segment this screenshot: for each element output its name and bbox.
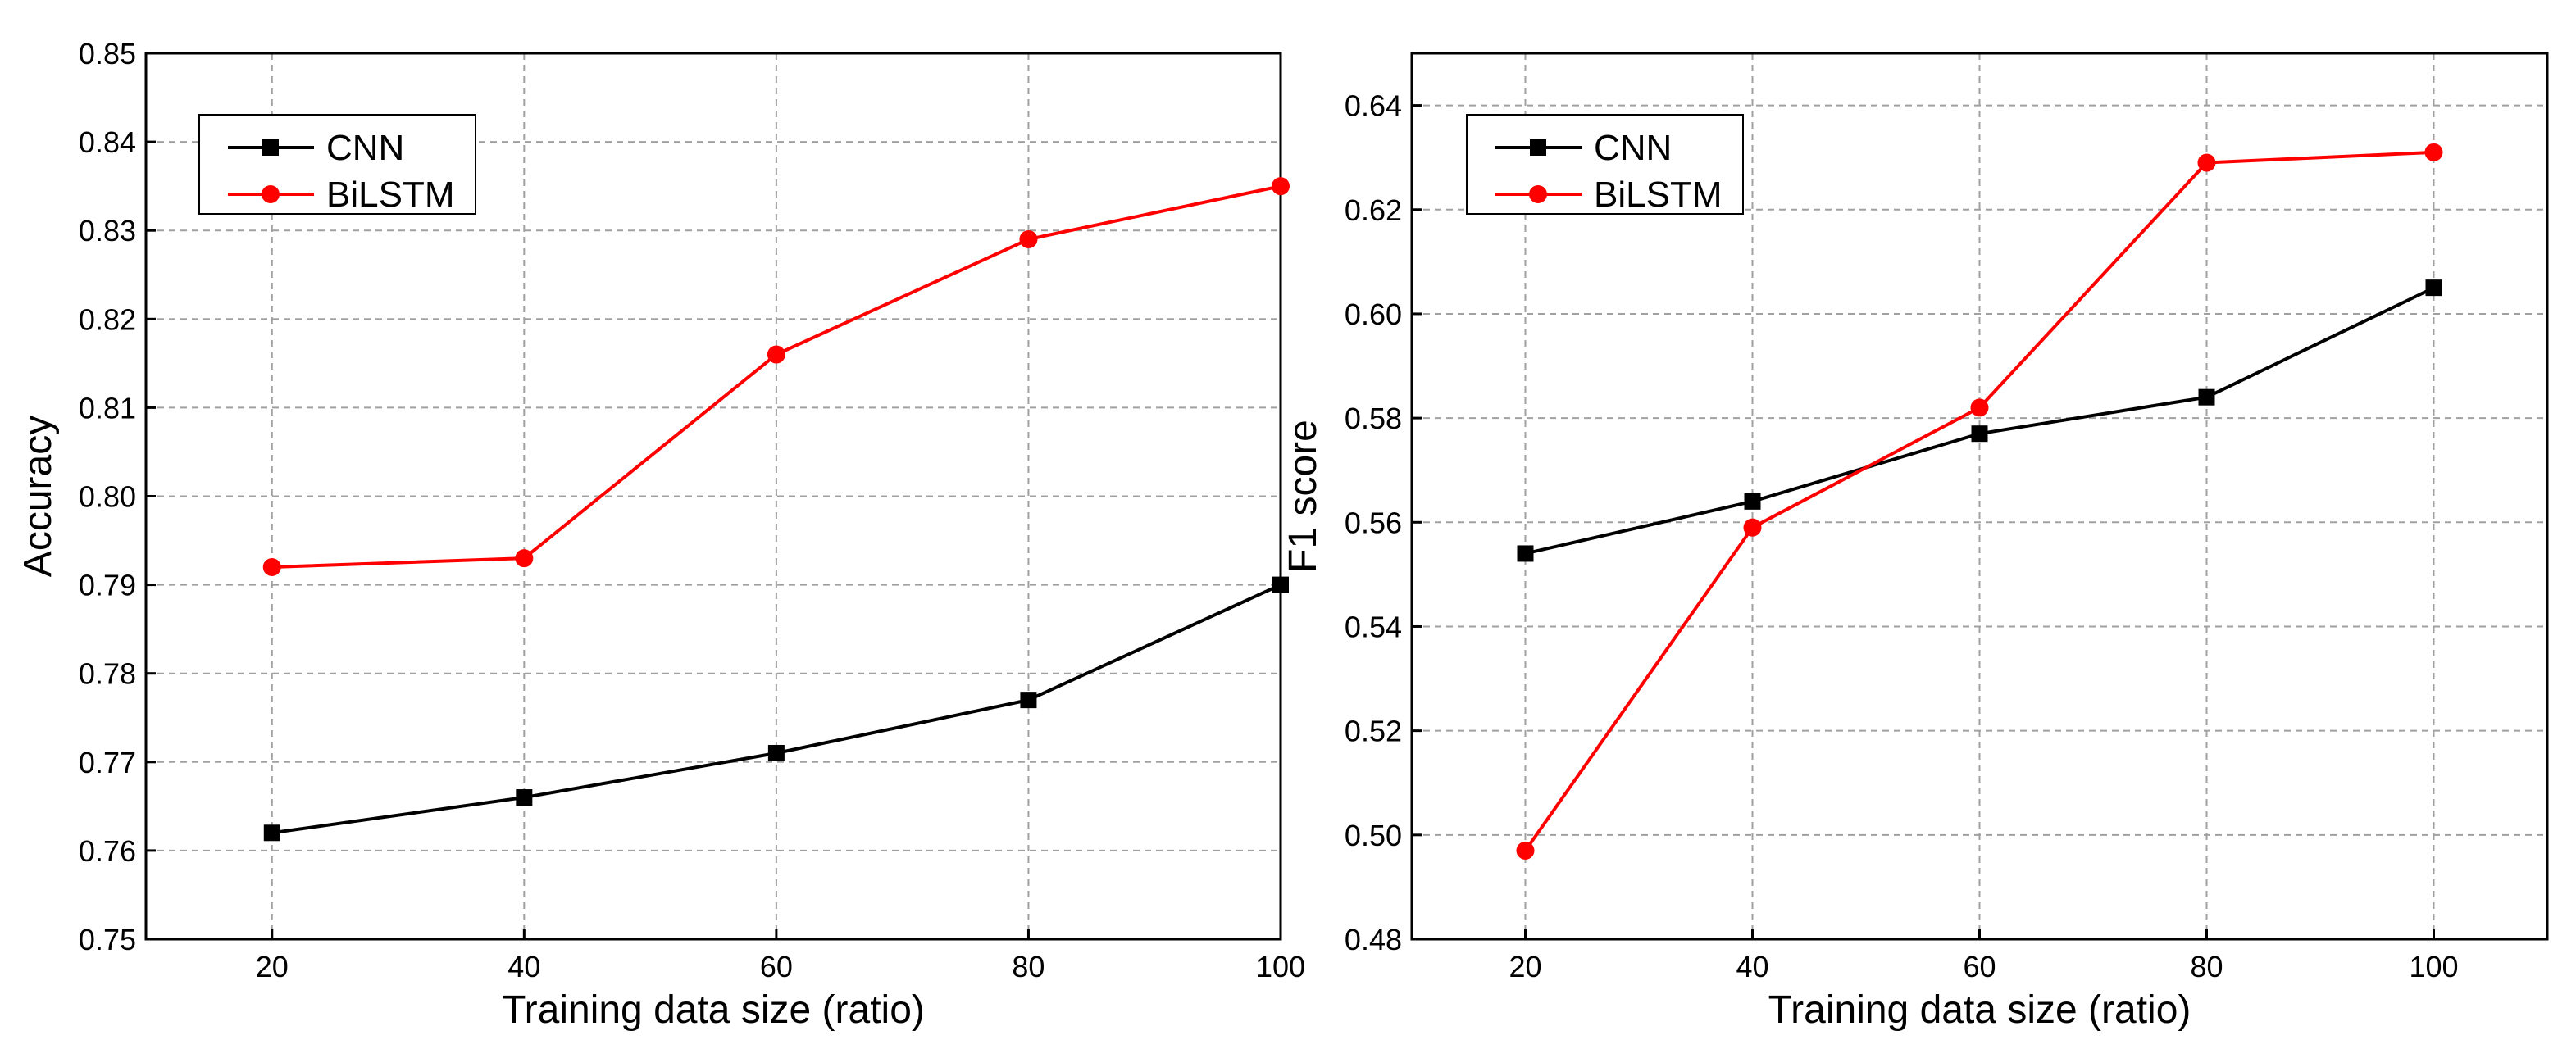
y-tick-label: 0.48 (1345, 923, 1402, 956)
series-bilstm (1516, 143, 2443, 860)
data-point-bilstm (515, 549, 534, 568)
y-tick-label: 0.56 (1345, 506, 1402, 539)
y-tick-label: 0.85 (79, 37, 136, 70)
data-point-bilstm (1516, 841, 1535, 860)
y-tick-label: 0.76 (79, 834, 136, 868)
series-bilstm (262, 177, 1290, 576)
data-point-cnn (1020, 692, 1037, 709)
legend-marker-bilstm (262, 185, 280, 203)
data-point-cnn (1272, 576, 1289, 593)
y-tick-label: 0.83 (79, 214, 136, 247)
series-cnn (263, 576, 1289, 842)
x-axis-label: Training data size (ratio) (1768, 988, 2191, 1032)
chart-f1-score: 0.48 0.50 0.52 0.54 0.56 0.58 0.60 0.62 0.64 20 40… (1281, 52, 2549, 1032)
legend-label-cnn: CNN (326, 128, 404, 168)
y-tick-label: 0.77 (79, 746, 136, 779)
y-tick-label: 0.58 (1345, 402, 1402, 435)
x-tick-label: 40 (507, 950, 540, 983)
x-tick-label: 80 (2190, 950, 2223, 983)
data-point-cnn (263, 824, 280, 842)
x-tick-label: 20 (256, 950, 289, 983)
chart-accuracy: 0.75 0.76 0.77 0.78 0.79 0.80 0.81 0.82 0.83 0.84… (16, 37, 1305, 1032)
y-axis-label: F1 score (1281, 420, 1325, 573)
y-tick-label: 0.81 (79, 391, 136, 425)
data-point-bilstm (2197, 153, 2216, 172)
data-point-cnn (1971, 425, 1988, 443)
data-point-cnn (2198, 388, 2215, 406)
legend-box (198, 114, 476, 215)
data-point-cnn (2425, 279, 2442, 297)
gridlines (1412, 53, 2547, 939)
y-tick-label: 0.82 (79, 302, 136, 336)
x-tick-label: 80 (1012, 950, 1045, 983)
legend: CNN BiLSTM (198, 114, 476, 215)
data-point-bilstm (1019, 230, 1038, 249)
y-axis-label: Accuracy (16, 416, 60, 577)
y-tick-label: 0.60 (1345, 297, 1402, 331)
y-tick-label: 0.64 (1345, 89, 1402, 123)
y-tick-label: 0.84 (79, 125, 136, 159)
data-point-bilstm (1272, 177, 1290, 196)
data-point-bilstm (1970, 398, 1989, 417)
y-tick-label: 0.75 (79, 923, 136, 956)
x-tick-label: 100 (1256, 950, 1305, 983)
legend-box (1466, 114, 1744, 215)
data-point-bilstm (2424, 143, 2443, 161)
series-cnn (1517, 279, 2442, 562)
x-tick-label: 60 (1963, 950, 1996, 983)
x-axis-label: Training data size (ratio) (502, 988, 925, 1032)
data-point-cnn (1517, 545, 1534, 562)
legend-marker-cnn (262, 139, 279, 156)
legend-label-bilstm: BiLSTM (326, 175, 454, 215)
data-point-bilstm (262, 557, 281, 576)
x-tick-label: 60 (760, 950, 793, 983)
data-point-bilstm (1743, 518, 1762, 537)
data-point-cnn (516, 789, 533, 806)
x-tick-label: 20 (1509, 950, 1541, 983)
legend: CNN BiLSTM (1466, 114, 1744, 215)
legend-marker-bilstm (1529, 185, 1547, 203)
y-tick-label: 0.50 (1345, 819, 1402, 852)
legend-marker-cnn (1530, 139, 1546, 156)
y-tick-label: 0.54 (1345, 610, 1402, 643)
data-point-bilstm (767, 345, 785, 364)
y-tick-label: 0.78 (79, 657, 136, 691)
x-tick-label: 100 (2409, 950, 2458, 983)
legend-label-bilstm: BiLSTM (1594, 175, 1722, 215)
legend-label-cnn: CNN (1594, 128, 1672, 168)
y-tick-label: 0.79 (79, 569, 136, 602)
y-tick-label: 0.52 (1345, 715, 1402, 748)
y-tick-label: 0.62 (1345, 193, 1402, 227)
x-tick-label: 40 (1736, 950, 1768, 983)
y-tick-label: 0.80 (79, 480, 136, 514)
data-point-cnn (767, 744, 785, 761)
data-point-cnn (1744, 493, 1761, 510)
